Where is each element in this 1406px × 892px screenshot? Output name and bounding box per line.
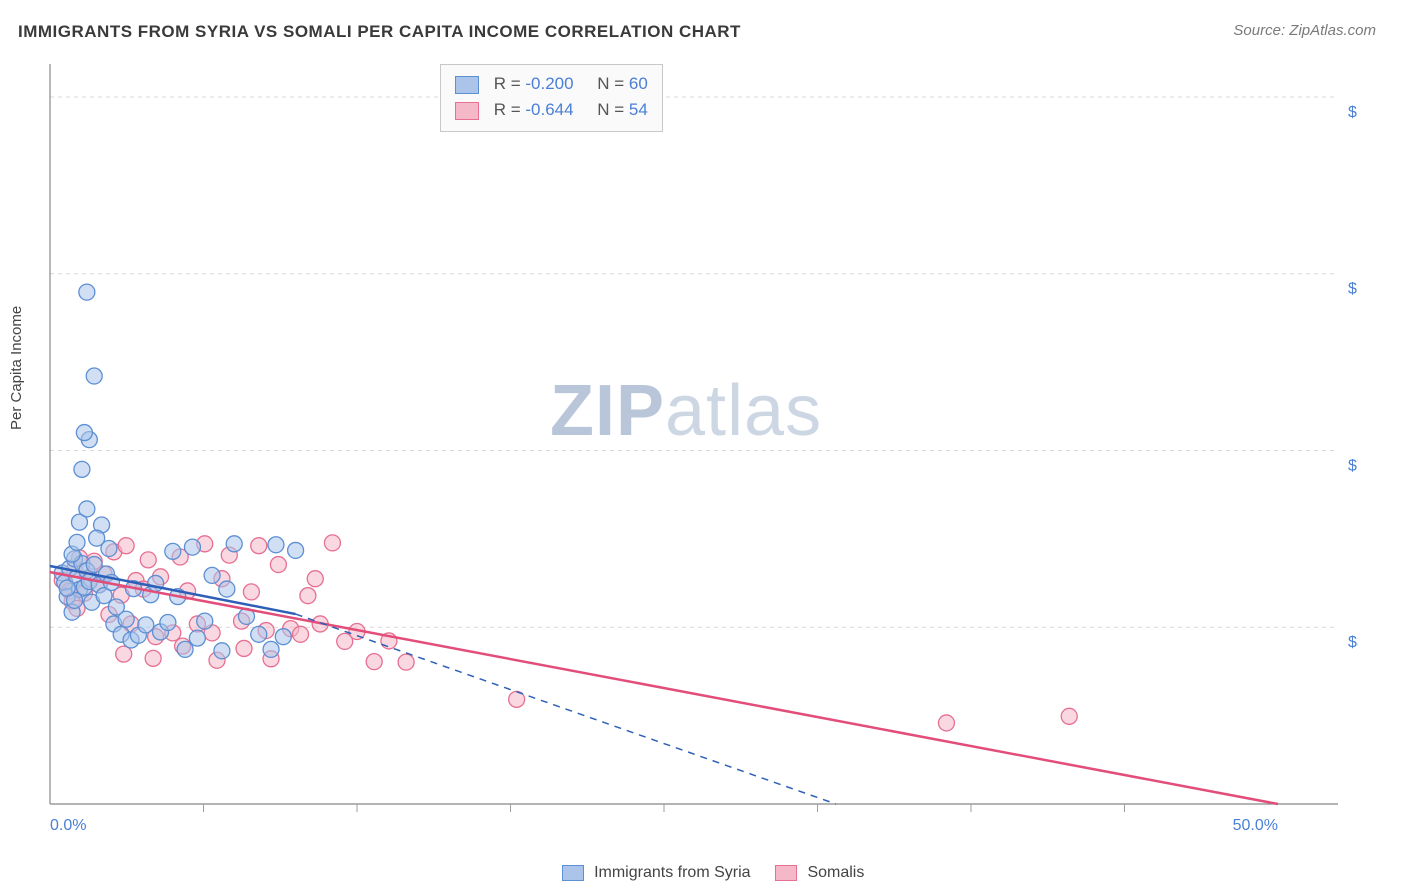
- svg-text:$112,500: $112,500: [1348, 281, 1358, 298]
- y-axis-label: Per Capita Income: [8, 306, 25, 430]
- bottom-legend: Immigrants from Syria Somalis: [0, 864, 1406, 882]
- n-value-series1: 60: [629, 74, 648, 93]
- r-label: R =: [494, 74, 526, 93]
- n-label: N =: [597, 100, 629, 119]
- source-name: ZipAtlas.com: [1289, 22, 1376, 39]
- scatter-plot: $37,500 $75,000 $112,500 $150,000 0.0% 50.0%: [48, 62, 1358, 832]
- legend-label-series2: Somalis: [807, 864, 864, 881]
- swatch-series1: [562, 865, 584, 881]
- n-value-series2: 54: [629, 100, 648, 119]
- stats-row-series1: R = -0.200 N = 60: [455, 71, 648, 97]
- stats-row-series2: R = -0.644 N = 54: [455, 97, 648, 123]
- r-value-series2: -0.644: [525, 100, 573, 119]
- swatch-series1: [455, 76, 479, 94]
- n-label: N =: [597, 74, 629, 93]
- source-prefix: Source:: [1233, 22, 1289, 39]
- svg-text:$150,000: $150,000: [1348, 104, 1358, 121]
- svg-text:$75,000: $75,000: [1348, 457, 1358, 474]
- r-label: R =: [494, 100, 526, 119]
- svg-text:$37,500: $37,500: [1348, 634, 1358, 651]
- r-value-series1: -0.200: [525, 74, 573, 93]
- swatch-series2: [455, 102, 479, 120]
- legend-label-series1: Immigrants from Syria: [594, 864, 750, 881]
- swatch-series2: [775, 865, 797, 881]
- stats-legend-box: R = -0.200 N = 60 R = -0.644 N = 54: [440, 64, 663, 132]
- svg-text:50.0%: 50.0%: [1233, 817, 1278, 832]
- svg-text:0.0%: 0.0%: [50, 817, 86, 832]
- source-credit: Source: ZipAtlas.com: [1233, 22, 1376, 39]
- chart-title: IMMIGRANTS FROM SYRIA VS SOMALI PER CAPI…: [18, 22, 741, 42]
- chart-container: IMMIGRANTS FROM SYRIA VS SOMALI PER CAPI…: [0, 0, 1406, 892]
